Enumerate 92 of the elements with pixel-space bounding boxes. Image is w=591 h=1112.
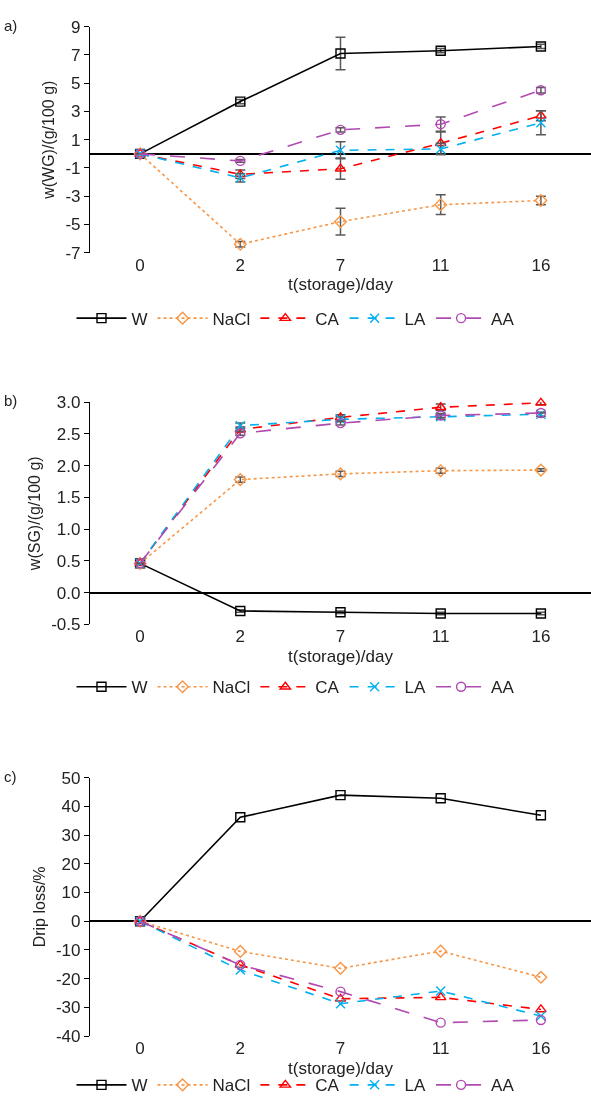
- x-tick-label: 11: [431, 1039, 450, 1059]
- point: [235, 812, 246, 823]
- y-tick-label: -20: [55, 969, 81, 989]
- y-tick-label: -7: [65, 243, 81, 263]
- chart-title: a): [4, 17, 18, 34]
- y-tick-label: -1: [65, 158, 81, 178]
- legend-label: LA: [404, 1076, 427, 1096]
- x-tick-label: 16: [531, 627, 551, 647]
- y-tick-label: 0.5: [56, 551, 81, 571]
- point: [233, 944, 247, 958]
- x-tick-label: 2: [235, 1039, 246, 1059]
- point: [535, 810, 547, 821]
- point: [534, 463, 548, 477]
- legend-label: LA: [404, 678, 427, 698]
- point: [333, 215, 348, 229]
- point: [434, 198, 448, 212]
- y-tick-label: 20: [61, 854, 81, 874]
- legend-label: AA: [491, 678, 515, 698]
- x-tick-label: 11: [431, 255, 450, 275]
- point: [534, 970, 548, 984]
- x-axis-title: t(storage)/day: [288, 646, 394, 666]
- x-tick-label: 2: [235, 255, 246, 275]
- y-tick-label: -3: [65, 187, 81, 207]
- legend-label: NaCl: [212, 309, 251, 329]
- point: [335, 789, 346, 801]
- x-tick-label: 0: [135, 1039, 145, 1059]
- legend-label: LA: [404, 309, 427, 329]
- chart-title: c): [4, 768, 17, 785]
- y-tick-label: 3.0: [56, 393, 81, 413]
- y-tick-label: 0: [71, 912, 81, 932]
- x-tick-label: 7: [335, 1039, 346, 1059]
- y-tick-label: -40: [55, 1027, 81, 1047]
- point: [333, 961, 348, 975]
- x-axis-title: t(storage)/day: [288, 275, 394, 295]
- y-tick-label: 50: [61, 768, 81, 788]
- legend-label: CA: [315, 309, 340, 329]
- x-tick-label: 0: [135, 627, 145, 647]
- point: [233, 473, 247, 487]
- legend-label: W: [131, 1076, 148, 1096]
- point: [235, 964, 246, 976]
- legend-label: NaCl: [212, 1076, 251, 1096]
- x-tick-label: 16: [531, 255, 551, 275]
- legend-label: CA: [315, 1076, 340, 1096]
- y-tick-label: 2.5: [56, 424, 81, 444]
- y-tick-label: -30: [55, 998, 81, 1018]
- point: [434, 464, 448, 478]
- point: [535, 1004, 547, 1013]
- y-tick-label: 40: [61, 797, 81, 817]
- point: [435, 793, 446, 804]
- x-axis-title: t(storage)/day: [288, 1058, 394, 1078]
- legend-label: CA: [315, 678, 340, 698]
- point: [435, 985, 446, 997]
- y-tick-label: 2.0: [56, 456, 81, 476]
- x-tick-label: 7: [335, 627, 346, 647]
- y-tick-label: 5: [71, 74, 81, 94]
- point: [535, 1014, 547, 1026]
- y-tick-label: 0.0: [56, 583, 81, 603]
- y-tick-label: 1.5: [56, 488, 81, 508]
- legend-label: W: [131, 678, 148, 698]
- x-tick-label: 16: [531, 1039, 551, 1059]
- point: [335, 998, 346, 1009]
- point: [535, 397, 547, 406]
- point: [335, 986, 346, 997]
- y-tick-label: 7: [71, 45, 81, 65]
- point: [235, 605, 246, 617]
- y-tick-label: 10: [61, 883, 81, 903]
- y-tick-label: -0.5: [51, 615, 81, 635]
- point: [535, 1010, 547, 1022]
- point: [435, 1017, 446, 1028]
- x-tick-label: 11: [431, 627, 450, 647]
- point: [335, 145, 346, 156]
- y-tick-label: 1.0: [56, 520, 81, 540]
- point: [335, 48, 346, 59]
- y-axis-title: w(WG)/(g/100 g): [40, 80, 58, 200]
- y-tick-label: -10: [55, 940, 81, 960]
- legend-label: AA: [491, 309, 515, 329]
- y-axis-title: Drip loss/%: [30, 866, 48, 948]
- y-tick-label: -5: [65, 215, 81, 235]
- point: [535, 117, 547, 128]
- y-tick-label: 3: [71, 102, 81, 122]
- legend-label: W: [131, 309, 148, 329]
- point: [434, 944, 448, 958]
- legend-label: AA: [491, 1076, 515, 1096]
- x-tick-label: 0: [135, 255, 145, 275]
- y-axis-title: w(SG)/(g/100 g): [26, 456, 44, 572]
- x-tick-label: 7: [335, 255, 346, 275]
- legend-label: NaCl: [212, 678, 251, 698]
- chart-title: b): [4, 392, 18, 409]
- x-tick-label: 2: [235, 627, 246, 647]
- y-tick-label: 9: [71, 17, 81, 37]
- y-tick-label: 30: [61, 826, 81, 846]
- y-tick-label: 1: [71, 130, 81, 150]
